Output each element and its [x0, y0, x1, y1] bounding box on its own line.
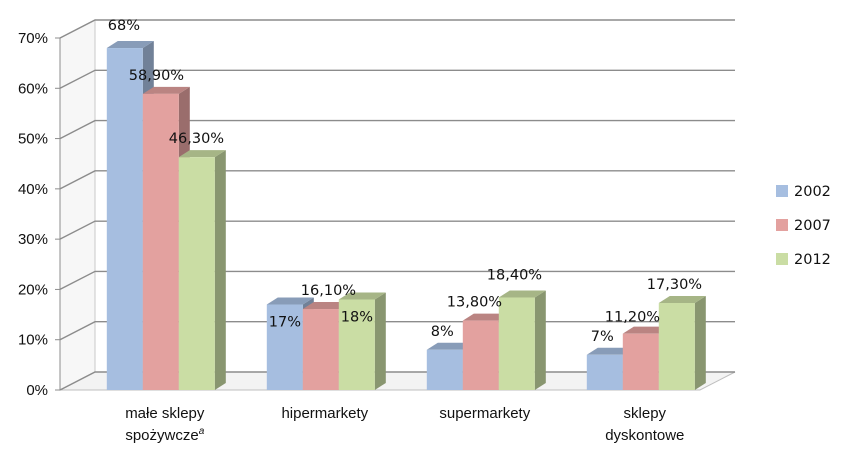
- gridline: [59, 19, 735, 39]
- bar-top: [106, 41, 154, 49]
- y-tick-label: 60%: [18, 80, 48, 97]
- bar-side: [214, 150, 226, 390]
- bar-front: [622, 333, 659, 390]
- bar-top: [266, 297, 314, 305]
- bar-2012-2: [338, 292, 386, 390]
- data-label-2007-1: 58,90%: [129, 68, 184, 84]
- bar-2007-4: [622, 326, 670, 390]
- bar-front: [426, 349, 463, 390]
- bar-top: [302, 302, 350, 310]
- y-tick-label: 20%: [18, 281, 48, 298]
- bar-front: [462, 320, 499, 390]
- x-category-label: sklepy: [624, 405, 667, 422]
- legend-label: 2002: [794, 184, 831, 200]
- gridline: [59, 220, 735, 240]
- x-category-label: dyskontowe: [605, 427, 684, 444]
- chart-side-wall: [59, 19, 96, 391]
- y-tick-label: 30%: [18, 231, 48, 248]
- x-category-label: supermarkety: [439, 405, 530, 422]
- bar-front: [586, 354, 623, 390]
- legend-label: 2007: [794, 218, 831, 234]
- y-axis: 0% 10% 20% 30% 40% 50% 60% 70%: [18, 30, 61, 399]
- bars: [106, 41, 706, 391]
- y-tick-label: 70%: [18, 30, 48, 47]
- bar-top: [658, 296, 706, 304]
- x-category-label: małe sklepy: [125, 405, 205, 422]
- footnote-marker: a: [199, 426, 205, 437]
- data-label-2007-2: 16,10%: [301, 283, 356, 299]
- x-category-label: spożywczea: [125, 426, 204, 444]
- bar-top: [622, 326, 670, 334]
- bar-front: [266, 304, 303, 390]
- data-label-2007-4: 11,20%: [605, 310, 660, 326]
- legend-label: 2012: [794, 252, 831, 268]
- data-label-2002-1: 68%: [108, 18, 140, 34]
- bar-top: [586, 347, 634, 355]
- gridline: [59, 69, 735, 89]
- data-label-2007-3: 13,80%: [447, 295, 502, 311]
- bar-side: [374, 292, 386, 390]
- data-label-2012-1: 46,30%: [169, 131, 224, 147]
- bar-front: [338, 299, 375, 390]
- y-tick-label: 0%: [26, 382, 48, 399]
- bar-top: [498, 290, 546, 298]
- x-axis-labels: małe sklepy spożywczea hipermarkety superma…: [125, 405, 684, 444]
- bar-side: [534, 290, 546, 390]
- bar-front: [142, 93, 179, 391]
- legend-item-2002: 2002: [776, 184, 831, 200]
- legend-swatch: [776, 219, 788, 231]
- legend-swatch: [776, 253, 788, 265]
- bar-2012-3: [498, 290, 546, 390]
- y-tick-label: 40%: [18, 181, 48, 198]
- bar-top: [462, 313, 510, 321]
- bar-top: [178, 150, 226, 158]
- gridline: [59, 119, 735, 140]
- bar-top: [338, 292, 386, 300]
- bar-2012-1: [178, 150, 226, 390]
- bar-top: [142, 86, 190, 94]
- y-tick-label: 10%: [18, 332, 48, 349]
- y-tick-label: 50%: [18, 131, 48, 148]
- bar-front: [302, 309, 339, 390]
- legend-item-2012: 2012: [776, 252, 831, 268]
- bar-side: [694, 296, 706, 390]
- legend: 2002 2007 2012: [776, 184, 831, 268]
- data-labels: 68% 58,90% 46,30% 17%16,10% 18% 8% 13,80% 18,40…: [108, 18, 702, 345]
- data-label-2002-2: 17%: [269, 315, 301, 331]
- gridline: [59, 270, 735, 291]
- bar-top: [426, 342, 474, 350]
- gridline: [59, 170, 735, 190]
- bar-front: [178, 157, 215, 390]
- x-category-label: hipermarkety: [281, 405, 368, 422]
- data-label-2012-2: 18%: [341, 309, 373, 325]
- bar-2012-4: [658, 296, 706, 390]
- data-label-2002-3: 8%: [431, 324, 454, 340]
- bar-front: [658, 303, 695, 390]
- bar-front: [498, 297, 535, 390]
- data-label-2012-3: 18,40%: [487, 267, 542, 283]
- data-label-2012-4: 17,30%: [647, 277, 702, 293]
- legend-item-2007: 2007: [776, 218, 831, 234]
- data-label-2002-4: 7%: [591, 329, 614, 345]
- legend-swatch: [776, 185, 788, 197]
- bar-front: [106, 48, 143, 391]
